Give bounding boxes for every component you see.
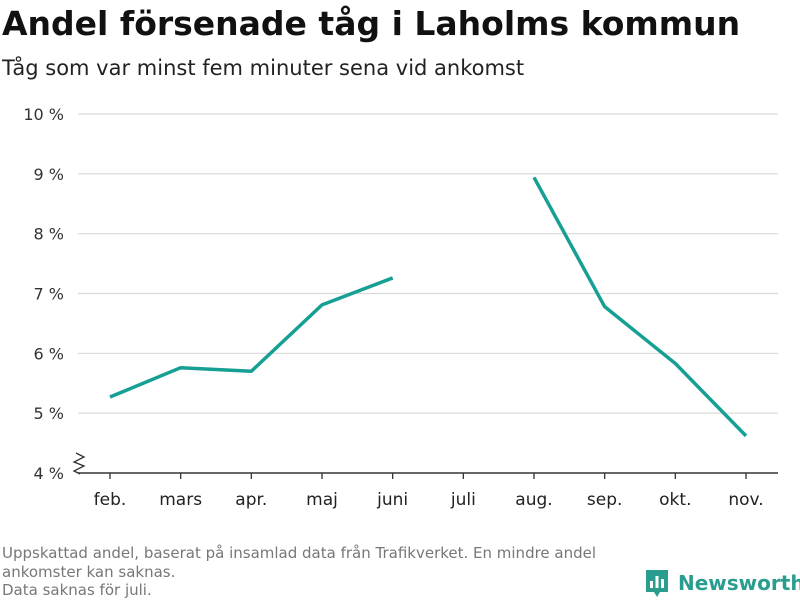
footnote: Uppskattad andel, baserat på insamlad da… (2, 544, 632, 600)
x-tick-label: feb. (94, 490, 127, 510)
footnote-missing-data-note: Data saknas för juli. (2, 581, 152, 599)
y-tick-label: 5 % (34, 404, 64, 423)
brand-name: Newsworthy (678, 571, 800, 595)
x-tick-label: maj (306, 490, 338, 510)
y-tick-label: 8 % (34, 225, 64, 244)
line-chart: 4 % 5 % 6 % 7 % 8 % 9 % 10 % feb. mars apr. maj jun… (23, 105, 778, 510)
x-tick-label: nov. (728, 490, 763, 510)
x-tick-label: apr. (235, 490, 267, 510)
series-line-segment (532, 176, 748, 438)
y-tick-label: 6 % (34, 344, 64, 363)
footnote-source-note: Uppskattad andel, baserat på insamlad da… (2, 544, 597, 581)
y-tick-label: 10 % (23, 105, 64, 124)
chart-subtitle: Tåg som var minst fem minuter sena vid a… (2, 56, 525, 80)
y-tick-label: 7 % (34, 285, 64, 304)
x-tick-label: aug. (515, 490, 552, 510)
x-tick-label: okt. (659, 490, 691, 510)
y-tick-label: 9 % (34, 165, 64, 184)
x-tick-label: sep. (587, 490, 623, 510)
series-line-segment (109, 276, 394, 399)
chart-title: Andel försenade tåg i Laholms kommun (2, 4, 741, 43)
newsworthy-logo-icon (646, 570, 668, 597)
brand-logo: Newsworthy (644, 568, 800, 598)
x-tick-label: juni (376, 490, 408, 510)
y-tick-label: 4 % (34, 464, 64, 483)
axis-break-icon (72, 452, 86, 475)
x-tick-label: mars (159, 490, 202, 510)
x-tick-label: juli (450, 490, 476, 510)
